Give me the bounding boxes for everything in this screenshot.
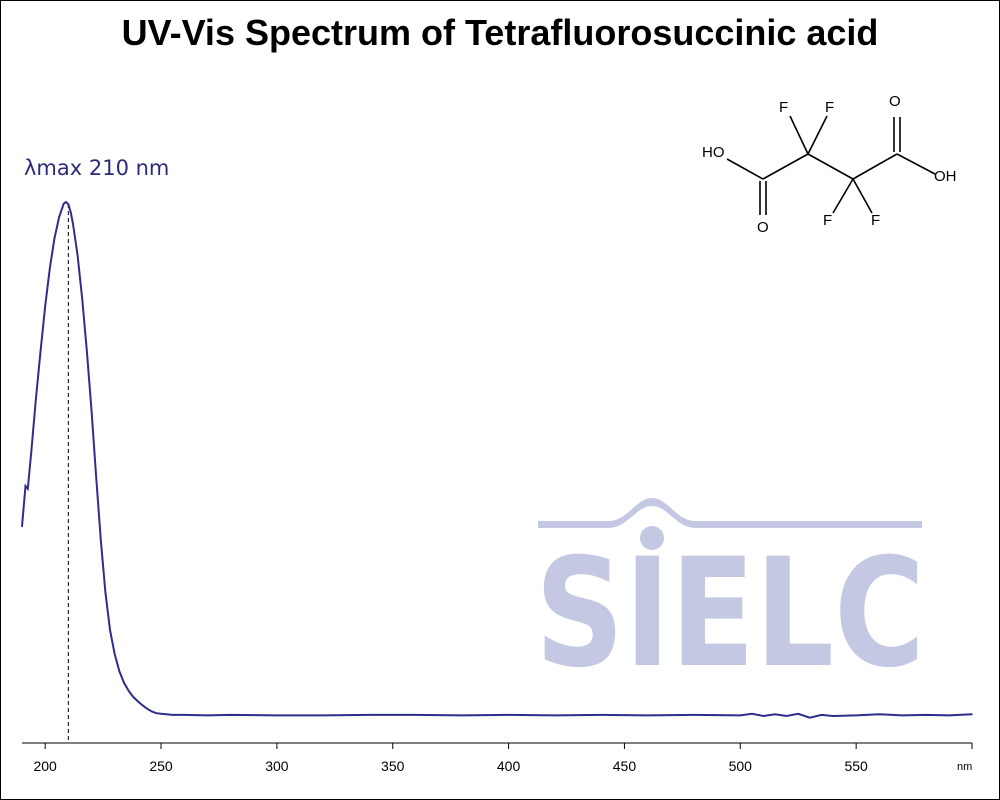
spectrum-point <box>507 714 510 716</box>
x-tick-label: 250 <box>149 758 173 774</box>
x-axis-ticks: 200 250 300 350 400 450 500 550 <box>33 743 973 774</box>
atom-label: O <box>757 219 769 236</box>
spectrum-point <box>785 715 788 717</box>
spectrum-point <box>35 398 37 400</box>
spectrum-point <box>276 714 278 717</box>
spectrum-points <box>21 201 973 719</box>
spectrum-point <box>762 715 765 717</box>
spectrum-point <box>141 704 144 707</box>
atom-label: HO <box>702 144 725 161</box>
spectrum-point <box>100 539 102 541</box>
x-tick-label: 500 <box>729 758 753 774</box>
atom-label: F <box>823 212 832 229</box>
spectrum-point <box>155 712 158 714</box>
x-tick-label: 300 <box>265 758 289 774</box>
spectrum-point <box>72 223 74 225</box>
spectrum-point <box>600 714 603 716</box>
molecule-structure <box>726 115 936 215</box>
spectrum-point <box>206 714 209 717</box>
spectrum-point <box>751 713 753 715</box>
watermark-text: SIELC <box>535 527 925 701</box>
spectrum-point <box>693 714 695 716</box>
spectrum-point <box>171 714 174 716</box>
spectrum-point <box>81 297 83 300</box>
spectrum-point <box>127 689 130 692</box>
spectrum-point <box>971 713 973 716</box>
spectrum-point <box>24 485 27 487</box>
spectrum-point <box>461 714 464 717</box>
spectrum-point <box>183 714 185 716</box>
atom-label: OH <box>934 168 957 185</box>
spectrum-point <box>21 525 23 528</box>
spectrum-point <box>132 696 134 698</box>
spectrum-point <box>948 714 950 717</box>
spectrum-point <box>774 713 776 716</box>
spectrum-point <box>368 714 371 716</box>
spectrum-point <box>27 488 29 490</box>
spectrum-point <box>137 700 139 703</box>
spectrum-point <box>646 714 649 717</box>
spectrum-point <box>739 714 742 717</box>
spectrum-point <box>90 409 93 411</box>
spectrum-point <box>39 350 42 353</box>
chart-title: UV-Vis Spectrum of Tetrafluorosuccinic a… <box>121 12 879 53</box>
atom-label: F <box>825 99 834 116</box>
spectrum-point <box>67 203 70 205</box>
spectrum-point <box>123 682 125 684</box>
spectrum-point <box>229 714 232 716</box>
spectrum-point <box>820 714 823 716</box>
x-tick-label: 400 <box>497 758 521 774</box>
spectrum-point <box>49 267 51 270</box>
spectrum-point <box>113 653 116 655</box>
spectrum-point <box>797 713 799 715</box>
spectrum-point <box>832 715 834 717</box>
spectrum-point <box>58 216 60 218</box>
spectrum-point <box>95 475 97 477</box>
spectrum-point <box>554 714 556 717</box>
atom-label: O <box>889 93 901 110</box>
x-tick-label: 550 <box>844 758 868 774</box>
spectrum-point <box>109 629 111 631</box>
x-tick-label: 450 <box>613 758 637 774</box>
spectrum-point <box>86 350 88 353</box>
spectrum-point <box>878 713 881 716</box>
x-axis-unit: nm <box>957 761 972 773</box>
spectrum-point <box>30 450 33 453</box>
spectrum-point <box>69 211 72 213</box>
spectrum-point <box>809 716 811 719</box>
spectrum-point <box>160 713 162 715</box>
spectrum-point <box>44 305 46 307</box>
spectrum-point <box>62 202 65 205</box>
lambda-max-label: λmax 210 nm <box>24 156 169 180</box>
spectrum-point <box>104 591 107 594</box>
spectrum-point <box>855 714 857 717</box>
spectrum-point <box>53 237 56 240</box>
spectrum-point <box>322 714 325 717</box>
sielc-watermark-logo: SIELC <box>535 498 925 701</box>
atom-label: F <box>871 212 880 229</box>
spectrum-point <box>901 714 904 717</box>
spectrum-point <box>146 707 148 710</box>
spectrum-point <box>924 714 927 716</box>
atom-label: F <box>779 99 788 116</box>
spectrum-point <box>151 710 153 713</box>
spectrum-point <box>65 201 67 203</box>
spectrum-point <box>118 670 121 672</box>
x-tick-label: 200 <box>33 758 57 774</box>
x-tick-label: 350 <box>381 758 405 774</box>
spectrum-point <box>415 714 417 716</box>
spectrum-point <box>76 254 79 257</box>
